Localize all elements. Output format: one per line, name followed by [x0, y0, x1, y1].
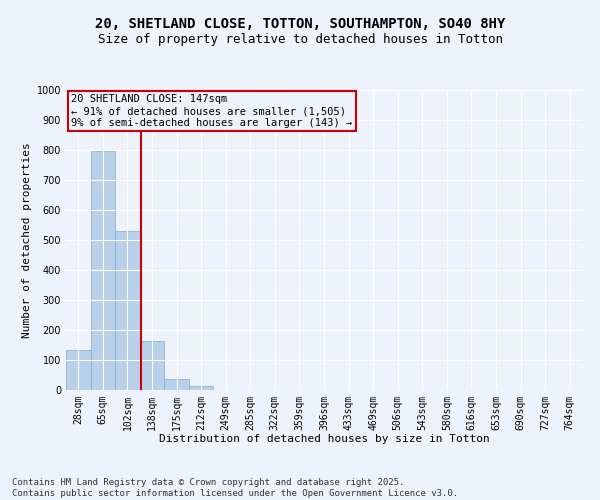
Bar: [189, 386, 214, 390]
Bar: [164, 378, 189, 390]
Bar: [66, 350, 91, 390]
Bar: [91, 151, 115, 390]
Text: 20, SHETLAND CLOSE, TOTTON, SOUTHAMPTON, SO40 8HY: 20, SHETLAND CLOSE, TOTTON, SOUTHAMPTON,…: [95, 18, 505, 32]
Bar: [140, 342, 164, 390]
Text: 20 SHETLAND CLOSE: 147sqm
← 91% of detached houses are smaller (1,505)
9% of sem: 20 SHETLAND CLOSE: 147sqm ← 91% of detac…: [71, 94, 352, 128]
Bar: [115, 231, 140, 390]
Text: Size of property relative to detached houses in Totton: Size of property relative to detached ho…: [97, 32, 503, 46]
X-axis label: Distribution of detached houses by size in Totton: Distribution of detached houses by size …: [158, 434, 490, 444]
Y-axis label: Number of detached properties: Number of detached properties: [22, 142, 32, 338]
Text: Contains HM Land Registry data © Crown copyright and database right 2025.
Contai: Contains HM Land Registry data © Crown c…: [12, 478, 458, 498]
